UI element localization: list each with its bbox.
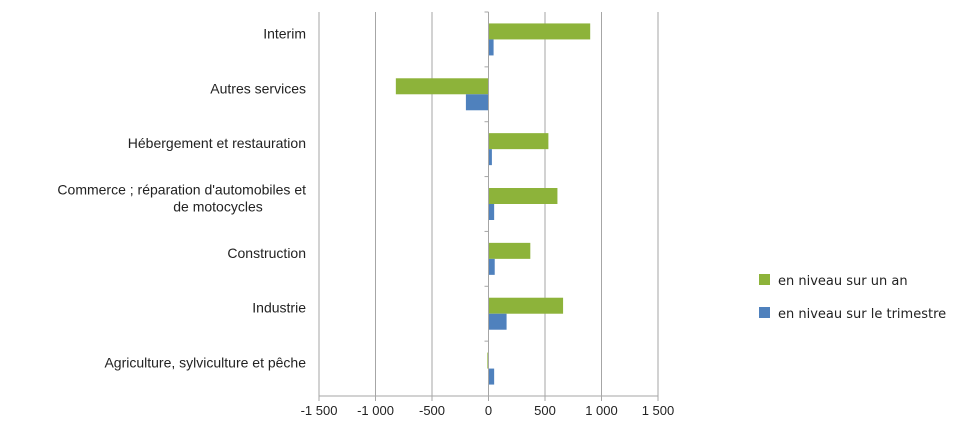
category-label-interim: Interim xyxy=(263,25,306,41)
category-label-agriculture-sylviculture-et-peche: Agriculture, sylviculture et pêche xyxy=(104,355,306,371)
legend-swatch-en-niveau-sur-le-trimestre xyxy=(759,307,770,318)
bar-en-niveau-sur-le-trimestre-interim xyxy=(488,39,494,56)
x-tick-label: 500 xyxy=(534,403,556,418)
bar-en-niveau-sur-un-an-interim xyxy=(488,23,591,40)
category-label-line: Agriculture, sylviculture et pêche xyxy=(104,355,306,371)
bar-en-niveau-sur-un-an-agriculture-sylviculture-et-peche xyxy=(487,352,489,369)
bar-en-niveau-sur-le-trimestre-commerce-reparation-d-automobiles-et-de-motocycles xyxy=(488,204,495,220)
bar-en-niveau-sur-un-an-construction xyxy=(488,242,531,259)
bar-en-niveau-sur-un-an-industrie xyxy=(488,297,564,314)
bar-en-niveau-sur-le-trimestre-construction xyxy=(488,258,495,275)
x-tick-label: 1 000 xyxy=(585,403,618,418)
category-label-hebergement-et-restauration: Hébergement et restauration xyxy=(128,135,306,151)
category-label-line: Hébergement et restauration xyxy=(128,135,306,151)
category-label-line: Autres services xyxy=(210,80,306,96)
category-label-autres-services: Autres services xyxy=(210,80,306,96)
category-label-industrie: Industrie xyxy=(252,300,306,316)
bar-en-niveau-sur-un-an-autres-services xyxy=(395,78,489,95)
labels-layer: Interim Autres services Hébergement et res… xyxy=(57,25,306,370)
bar-en-niveau-sur-un-an-hebergement-et-restauration xyxy=(488,133,549,150)
x-tick-label: 1 500 xyxy=(642,403,675,418)
bar-en-niveau-sur-le-trimestre-autres-services xyxy=(465,94,489,111)
bar-en-niveau-sur-le-trimestre-agriculture-sylviculture-et-peche xyxy=(488,368,495,385)
bar-en-niveau-sur-le-trimestre-industrie xyxy=(488,313,507,330)
category-label-line: Industrie xyxy=(252,300,306,316)
category-label-line: de motocycles xyxy=(173,199,262,215)
category-label-line: Commerce ; réparation d'automobiles et xyxy=(57,182,306,198)
bar-en-niveau-sur-le-trimestre-hebergement-et-restauration xyxy=(488,149,492,166)
bar-en-niveau-sur-un-an-commerce-reparation-d-automobiles-et-de-motocycles xyxy=(488,188,558,204)
axis-layer: -1 500 -1 000 -500 0 500 1 000 1 500 xyxy=(301,11,675,418)
legend-swatch-en-niveau-sur-un-an xyxy=(759,274,770,285)
x-tick-label: -1 500 xyxy=(301,403,338,418)
x-tick-label: -500 xyxy=(419,403,445,418)
legend-label-en-niveau-sur-un-an: en niveau sur un an xyxy=(778,274,908,289)
category-label-commerce-reparation-d-automobiles-et-de-motocycles: Commerce ; réparation d'automobiles et de… xyxy=(57,182,306,215)
category-label-line: Interim xyxy=(263,25,306,41)
legend: en niveau sur un an en niveau sur le trim… xyxy=(759,274,946,322)
grid-layer xyxy=(318,12,659,396)
bars-layer xyxy=(395,23,591,385)
x-tick-label: -1 000 xyxy=(357,403,394,418)
category-label-line: Construction xyxy=(227,245,306,261)
x-tick-label: 0 xyxy=(485,403,492,418)
legend-label-en-niveau-sur-le-trimestre: en niveau sur le trimestre xyxy=(778,307,946,322)
category-label-construction: Construction xyxy=(227,245,306,261)
